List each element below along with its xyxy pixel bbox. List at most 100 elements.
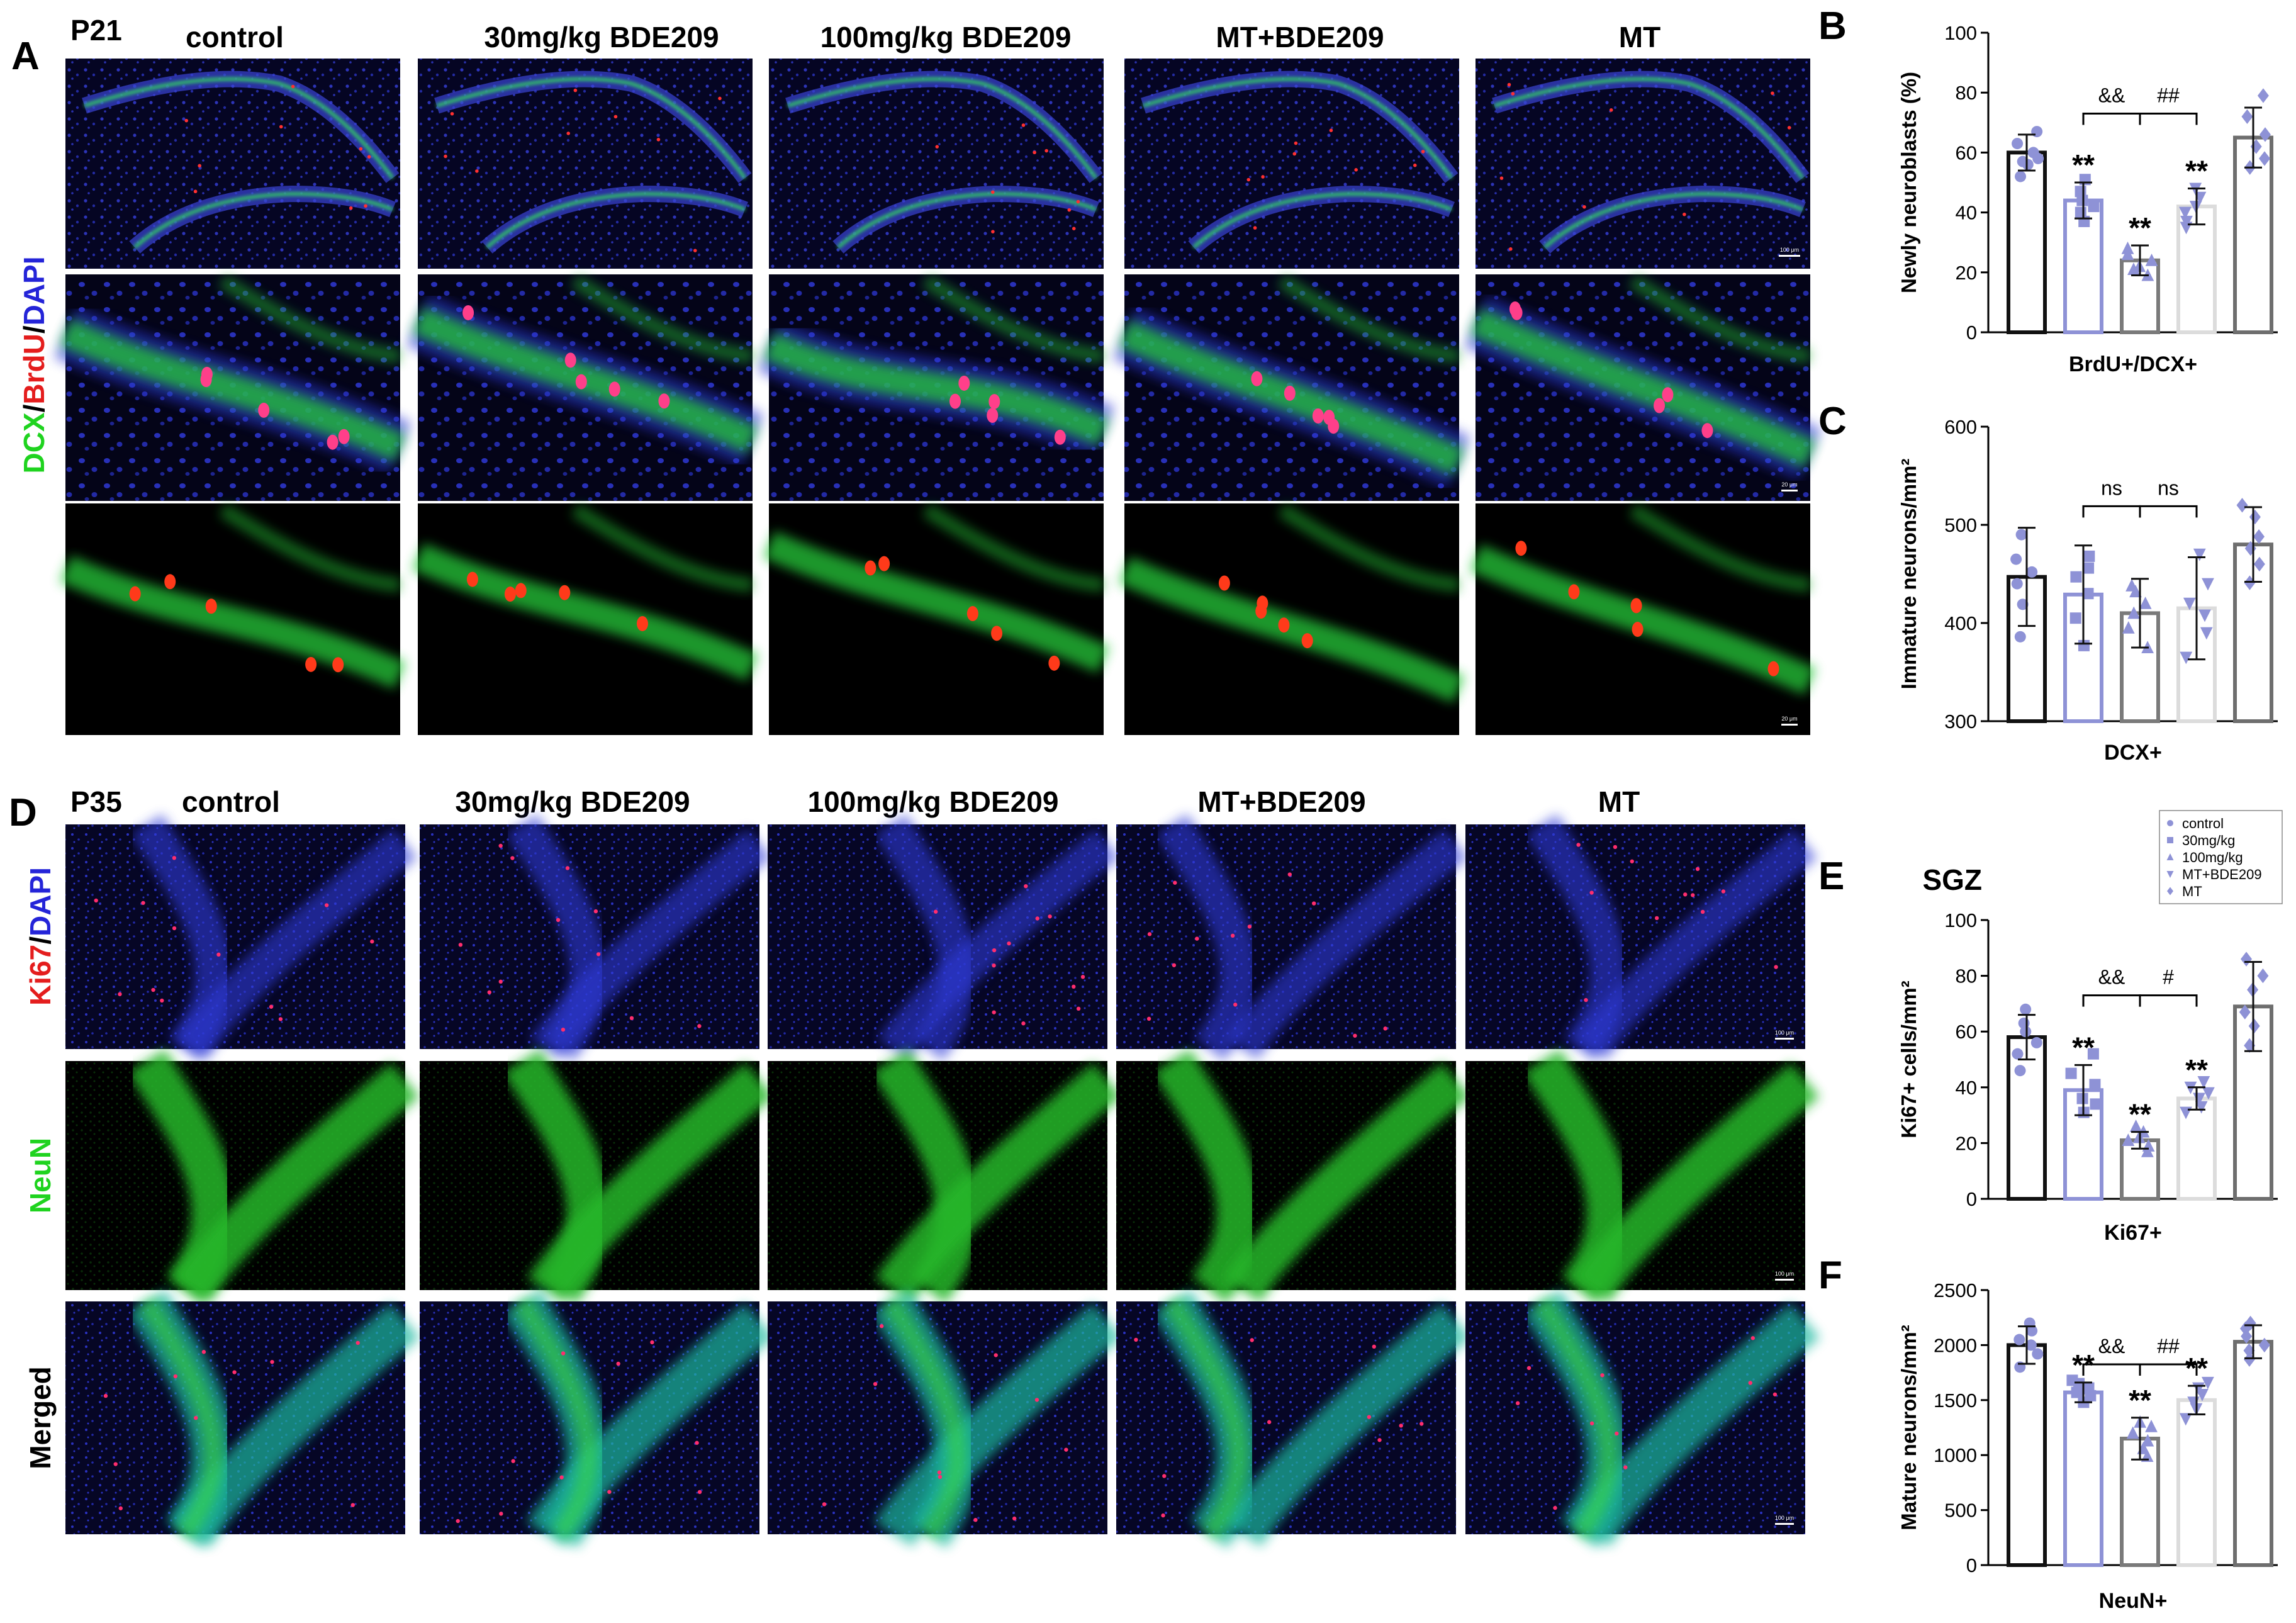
granule-layer [1226, 828, 1468, 1060]
row-label-part: NeuN [24, 1138, 57, 1213]
brdu-cell [129, 586, 141, 602]
significance-stars: ** [2185, 155, 2208, 188]
ki67-cell [616, 1361, 620, 1366]
micrograph-d: 100 μm [1465, 814, 1817, 1061]
legend-box [2159, 810, 2283, 904]
chart-legend: control 30mg/kg 100mg/kg MT+BDE209 MT [2159, 810, 2283, 904]
y-tick-label: 400 [1944, 612, 1977, 634]
data-point [2089, 1079, 2101, 1091]
micrograph-a [406, 274, 764, 501]
data-point [2012, 1048, 2024, 1060]
brdu-cell [359, 147, 363, 151]
data-point [2075, 206, 2086, 218]
data-point [2122, 1133, 2135, 1146]
brdu-cell [693, 249, 697, 252]
data-point [2179, 206, 2192, 220]
data-point [2069, 612, 2081, 624]
scale-bar [1781, 724, 1798, 726]
brdu-cell [1033, 150, 1036, 155]
brdu-cell [1499, 176, 1504, 180]
ki67-cell [151, 987, 155, 992]
ki67-cell [593, 909, 598, 914]
scale-bar-label: 100 μm [1775, 1515, 1794, 1521]
data-point [2253, 556, 2265, 572]
brdu-cell [349, 206, 353, 210]
brdu-cell [1609, 108, 1613, 112]
data-point [2122, 621, 2135, 634]
scale-bar-label: 100 μm [1775, 1030, 1794, 1036]
data-point [2013, 1334, 2025, 1345]
y-tick-label: 20 [1956, 262, 1977, 284]
scale-bar [1775, 1279, 1794, 1281]
y-axis-label: Mature neurons/mm² [1897, 1325, 1920, 1530]
merged-band [874, 1303, 1123, 1547]
brdu-cell [991, 230, 995, 233]
data-point [2076, 194, 2088, 206]
brdu-cell [1218, 575, 1230, 591]
ki67-cell [629, 1016, 634, 1021]
panel-letter-e: E [1818, 855, 1844, 898]
scale-bar-label: 20 μm [1781, 716, 1797, 722]
micrograph-a [59, 503, 406, 735]
brdu-cell [636, 615, 648, 631]
micrograph-d: 100 μm [1465, 1049, 1820, 1304]
dcx-layer [1543, 191, 1804, 249]
data-point [2257, 88, 2269, 103]
data-point [2087, 1048, 2099, 1060]
ki67-cell [559, 1475, 564, 1480]
brdu-cell [1067, 208, 1072, 212]
dcx-band [1278, 274, 1460, 363]
ki67-cell [269, 1004, 274, 1009]
data-point [2014, 1065, 2026, 1077]
dcx-band [922, 503, 1105, 592]
panel-d-row-label: Ki67/DAPI [24, 867, 57, 1006]
data-point [2202, 578, 2214, 591]
brdu-cell [564, 352, 576, 368]
panel-d-group-header: control [182, 785, 280, 818]
panel-letter-c: C [1818, 400, 1847, 443]
brdu-cell [958, 375, 970, 391]
data-point [2236, 498, 2248, 513]
brdu-cell [1582, 205, 1586, 209]
data-point [2201, 1376, 2214, 1390]
panel-a-micrographs: P21 control 30mg/kg BDE209 100mg/kg BDE209 M… [18, 14, 1822, 735]
panel-letter-b: B [1818, 4, 1847, 48]
brdu-cell [1021, 123, 1026, 127]
brdu-cell [1511, 92, 1515, 96]
merged-band [1163, 1296, 1248, 1541]
significance-stars: ** [2129, 211, 2151, 244]
brdu-cell [1507, 82, 1511, 87]
micrograph-a [412, 503, 759, 735]
data-point [2125, 578, 2138, 592]
panel-letter-d: D [9, 791, 37, 834]
micrograph-d [65, 814, 417, 1061]
y-tick-label: 1000 [1934, 1444, 1977, 1466]
brdu-cell [1253, 226, 1257, 230]
panel-d-group-header: MT [1598, 785, 1640, 818]
brdu-cell [1323, 410, 1335, 425]
ki67-cell [458, 943, 463, 947]
y-tick-label: 2500 [1934, 1279, 1977, 1301]
row-label-part: Merged [24, 1366, 57, 1469]
bar [2063, 1390, 2103, 1567]
data-point [2121, 241, 2134, 254]
data-point [2193, 548, 2206, 561]
y-tick-label: 0 [1966, 322, 1977, 344]
micrograph-d [65, 1049, 420, 1304]
data-point [2082, 588, 2094, 600]
ki67-cell [1399, 1424, 1403, 1428]
brdu-cell [559, 585, 571, 600]
dcx-band [1469, 308, 1817, 468]
micrograph-a [1112, 274, 1471, 501]
comparison-bracket [2139, 113, 2198, 125]
x-axis-caption: BrdU+/DCX+ [2069, 352, 2197, 376]
data-point [2248, 1018, 2260, 1034]
dcx-layer [837, 191, 1097, 249]
dcx-band [1629, 503, 1812, 592]
ki67-cell [160, 998, 164, 1003]
micrograph-d [420, 1289, 775, 1548]
dcx-layer [1494, 77, 1805, 179]
ki67-cell [1420, 1422, 1424, 1426]
ki67-cell [1623, 1465, 1628, 1469]
scale-bar-label: 100 μm [1780, 247, 1799, 253]
